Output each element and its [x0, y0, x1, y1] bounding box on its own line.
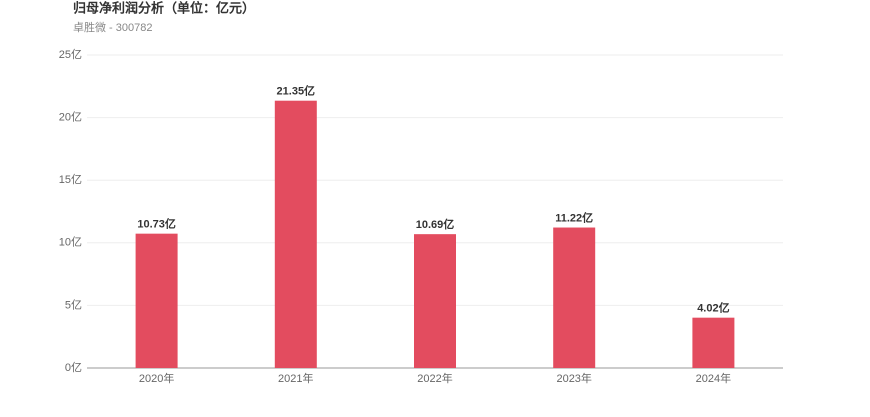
x-tick-label: 2024年 [696, 371, 731, 385]
bar [692, 317, 735, 368]
bar [274, 100, 317, 368]
y-tick-label: 10亿 [59, 236, 82, 249]
y-tick-label: 15亿 [59, 173, 82, 186]
value-label: 10.73亿 [137, 217, 176, 231]
x-tick-label: 2023年 [556, 371, 591, 385]
y-tick-label: 5亿 [65, 298, 82, 311]
x-tick-label: 2020年 [139, 371, 174, 385]
y-tick-label: 20亿 [59, 111, 82, 124]
bar [135, 233, 178, 368]
y-tick-label: 25亿 [59, 48, 82, 61]
value-label: 21.35亿 [277, 84, 316, 98]
chart-subtitle: 卓胜微 - 300782 [73, 20, 152, 34]
chart-title: 归母净利润分析（单位：亿元） [73, 0, 255, 15]
bar [553, 227, 596, 368]
x-tick-label: 2022年 [417, 371, 452, 385]
bar [414, 234, 456, 368]
value-label: 4.02亿 [697, 301, 729, 315]
value-label: 11.22亿 [555, 210, 593, 224]
y-tick-label: 0亿 [65, 361, 82, 374]
value-label: 10.69亿 [416, 217, 455, 231]
x-tick-label: 2021年 [278, 371, 313, 385]
